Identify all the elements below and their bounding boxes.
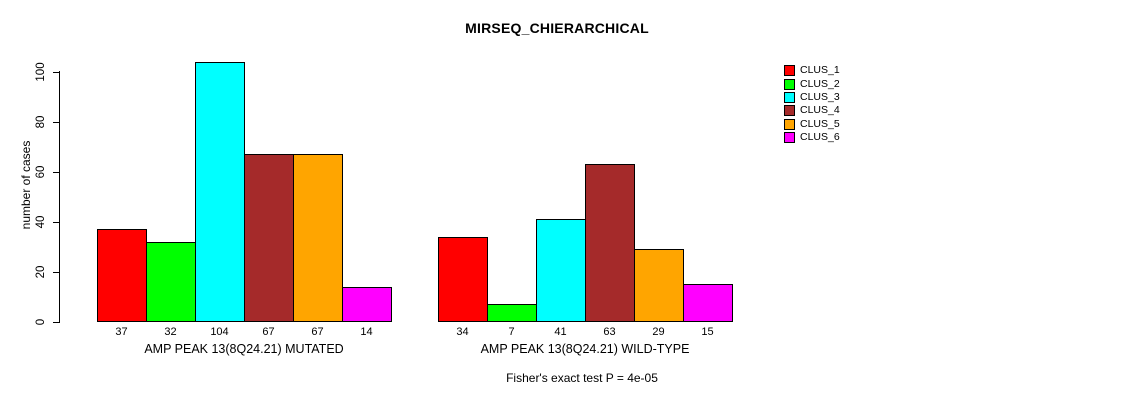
legend: CLUS_1 CLUS_2 CLUS_3 CLUS_4 CLUS_5 CLUS_6: [784, 64, 840, 144]
y-axis-label: number of cases: [19, 140, 33, 230]
bar-CLUS_1-group-1: [438, 237, 488, 322]
bar-value-label: 34: [456, 326, 469, 338]
bar-value-label: 32: [164, 326, 177, 338]
bar-value-label: 67: [262, 326, 275, 338]
y-tick-mark: [53, 272, 59, 273]
x-axis-category-label: AMP PEAK 13(8Q24.21) MUTATED: [144, 342, 344, 356]
legend-item: CLUS_4: [784, 104, 840, 117]
bar-value-label: 29: [652, 326, 665, 338]
legend-swatch-CLUS_4: [784, 105, 795, 117]
footnote: Fisher's exact test P = 4e-05: [506, 371, 658, 385]
bar-CLUS_6-group-1: [683, 284, 733, 322]
legend-label: CLUS_4: [800, 104, 840, 117]
legend-label: CLUS_3: [800, 90, 840, 103]
bar-CLUS_3-group-0: [195, 62, 245, 322]
chart-title: MIRSEQ_CHIERARCHICAL: [465, 20, 649, 36]
bar-value-label: 15: [701, 326, 714, 338]
y-tick-label: 60: [35, 165, 47, 179]
bar-CLUS_2-group-0: [146, 242, 196, 322]
y-tick-label: 100: [35, 62, 47, 82]
bar-CLUS_5-group-0: [293, 154, 343, 322]
legend-swatch-CLUS_6: [784, 132, 795, 144]
bar-value-label: 67: [311, 326, 324, 338]
bar-CLUS_4-group-0: [244, 154, 294, 322]
legend-swatch-CLUS_2: [784, 78, 795, 90]
y-tick-mark: [53, 172, 59, 173]
legend-item: CLUS_3: [784, 91, 840, 104]
y-tick-mark: [53, 322, 59, 323]
legend-item: CLUS_1: [784, 64, 840, 77]
legend-label: CLUS_6: [800, 131, 840, 144]
legend-item: CLUS_6: [784, 131, 840, 144]
bar-CLUS_6-group-0: [342, 287, 392, 322]
legend-swatch-CLUS_1: [784, 65, 795, 77]
y-tick-mark: [53, 72, 59, 73]
y-tick-label: 80: [35, 115, 47, 129]
bar-CLUS_2-group-1: [487, 304, 537, 322]
bar-value-label: 14: [360, 326, 373, 338]
bar-CLUS_1-group-0: [97, 229, 147, 322]
legend-swatch-CLUS_3: [784, 91, 795, 103]
legend-label: CLUS_1: [800, 64, 840, 77]
bar-value-label: 7: [508, 326, 515, 338]
y-tick-label: 40: [35, 215, 47, 229]
x-axis-category-label: AMP PEAK 13(8Q24.21) WILD-TYPE: [480, 342, 690, 356]
legend-swatch-CLUS_5: [784, 118, 795, 130]
y-tick-label: 0: [35, 318, 47, 326]
bar-CLUS_3-group-1: [536, 219, 586, 322]
bar-value-label: 37: [115, 326, 128, 338]
legend-item: CLUS_5: [784, 118, 840, 131]
y-tick-mark: [53, 222, 59, 223]
y-axis-line: [59, 71, 60, 323]
bar-value-label: 104: [210, 326, 229, 338]
legend-label: CLUS_5: [800, 117, 840, 130]
bar-value-label: 63: [603, 326, 616, 338]
legend-item: CLUS_2: [784, 77, 840, 90]
bar-CLUS_5-group-1: [634, 249, 684, 322]
bar-value-label: 41: [554, 326, 567, 338]
bar-CLUS_4-group-1: [585, 164, 635, 322]
legend-label: CLUS_2: [800, 77, 840, 90]
y-tick-label: 20: [35, 265, 47, 279]
y-tick-mark: [53, 122, 59, 123]
